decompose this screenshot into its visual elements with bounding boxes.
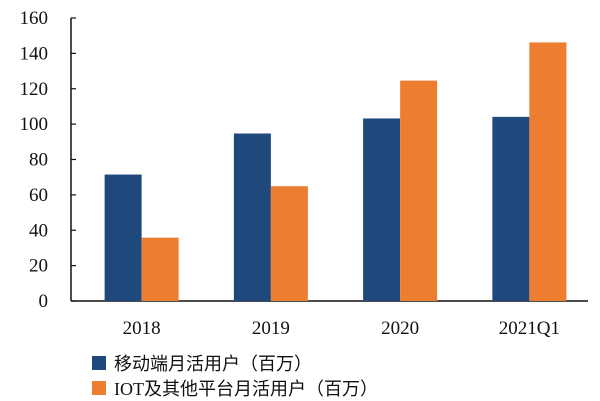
y-tick-label: 160 <box>20 8 49 29</box>
y-tick-label: 80 <box>29 150 48 171</box>
bar-iot-2021Q1 <box>529 42 567 301</box>
legend-label-iot: IOT及其他平台月活用户（百万） <box>114 379 378 399</box>
y-tick-label: 100 <box>20 114 49 135</box>
x-tick-label: 2018 <box>123 318 161 339</box>
y-tick-label: 0 <box>39 291 49 312</box>
legend-swatch-mobile <box>92 356 106 370</box>
bar-iot-2018 <box>141 237 179 301</box>
y-tick-label: 60 <box>29 185 48 206</box>
legend-swatch-iot <box>92 381 106 395</box>
bar-mobile-2021Q1 <box>492 116 530 301</box>
x-tick-label: 2019 <box>252 318 290 339</box>
bar-chart: 0 20 40 60 80 100 120 140 160 2018 2019 2020 2021Q1 <box>20 8 588 339</box>
bar-mobile-2019 <box>233 133 271 301</box>
y-tick-label: 40 <box>29 220 48 241</box>
legend-item-iot: IOT及其他平台月活用户（百万） <box>92 375 378 401</box>
bar-mobile-2020 <box>363 118 401 301</box>
bar-iot-2020 <box>400 80 438 302</box>
y-tick-label: 20 <box>29 256 48 277</box>
y-tick-label: 120 <box>20 79 49 100</box>
bar-iot-2019 <box>270 186 308 301</box>
legend-label-mobile: 移动端月活用户（百万） <box>114 354 312 374</box>
x-tick-label: 2020 <box>381 318 419 339</box>
bar-mobile-2018 <box>104 174 142 301</box>
legend-item-mobile: 移动端月活用户（百万） <box>92 350 312 376</box>
x-tick-label: 2021Q1 <box>499 318 560 339</box>
y-tick-label: 140 <box>20 43 49 64</box>
